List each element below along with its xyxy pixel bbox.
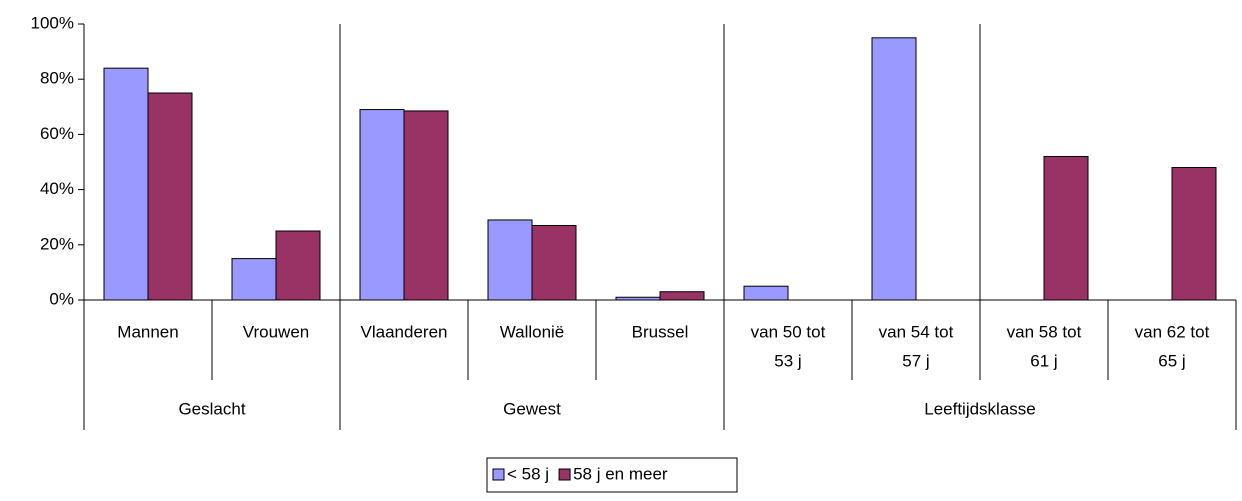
bar [615, 296, 661, 301]
x-tick-label: 57 j [902, 351, 929, 370]
x-tick-label: van 62 tot [1135, 322, 1210, 341]
x-tick-label: 61 j [1030, 351, 1057, 370]
x-tick-label: 53 j [774, 351, 801, 370]
bar [487, 219, 533, 301]
group-label: Geslacht [178, 399, 245, 418]
bar [1043, 155, 1089, 301]
bar [275, 230, 321, 301]
bar [743, 285, 789, 301]
bar [531, 224, 577, 301]
group-label: Leeftijdsklasse [924, 399, 1036, 418]
x-tick-label: Vlaanderen [361, 322, 448, 341]
x-tick-label: 65 j [1158, 351, 1185, 370]
x-tick-label: Mannen [117, 322, 178, 341]
bar [359, 109, 405, 301]
x-tick-label: Wallonië [500, 322, 565, 341]
y-tick-label: 0% [49, 289, 74, 308]
x-tick-label: van 54 tot [879, 322, 954, 341]
x-tick-label: Brussel [632, 322, 689, 341]
bar [147, 92, 193, 301]
legend-swatch [558, 468, 571, 481]
bar [1171, 167, 1217, 301]
group-label: Gewest [503, 399, 561, 418]
bar [871, 37, 917, 301]
legend-label: 58 j en meer [573, 464, 668, 483]
bar [103, 67, 149, 301]
legend-swatch [492, 468, 505, 481]
bar [659, 291, 705, 301]
y-tick-label: 40% [40, 179, 74, 198]
x-tick-label: Vrouwen [243, 322, 309, 341]
y-tick-label: 100% [31, 13, 74, 32]
x-tick-label: van 58 tot [1007, 322, 1082, 341]
bar [231, 258, 277, 301]
y-tick-label: 20% [40, 234, 74, 253]
bar [403, 110, 449, 301]
y-tick-label: 60% [40, 124, 74, 143]
y-tick-label: 80% [40, 69, 74, 88]
legend-label: < 58 j [507, 464, 549, 483]
legend-box [486, 457, 738, 493]
x-tick-label: van 50 tot [751, 322, 826, 341]
